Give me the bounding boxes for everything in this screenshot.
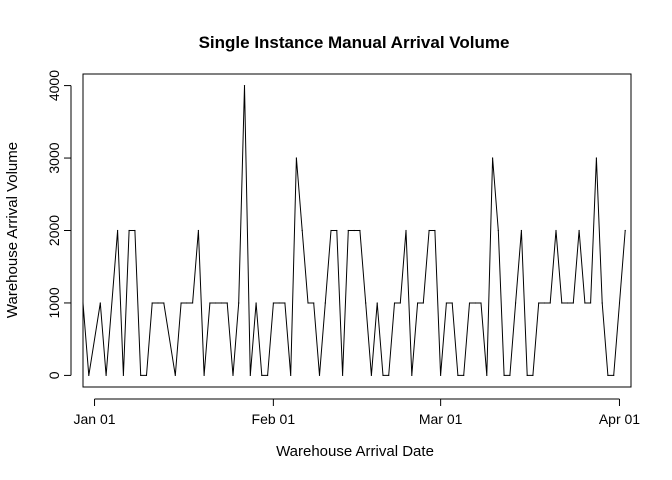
y-tick-label: 3000 — [46, 142, 62, 173]
x-tick-label: Apr 01 — [599, 411, 640, 427]
x-tick-label: Feb 01 — [252, 411, 296, 427]
series-line — [82, 85, 626, 376]
x-tick-label: Jan 01 — [74, 411, 116, 427]
x-axis-label: Warehouse Arrival Date — [276, 443, 434, 460]
x-tick-label: Mar 01 — [419, 411, 463, 427]
chart-title: Single Instance Manual Arrival Volume — [199, 33, 510, 52]
x-axis: Jan 01 Feb 01 Mar 01 Apr 01 — [74, 398, 640, 427]
y-axis: 0 1000 2000 3000 4000 — [46, 70, 72, 379]
y-tick-label: 1000 — [46, 287, 62, 318]
y-axis-label: Warehouse Arrival Volume — [4, 142, 21, 318]
y-tick-label: 0 — [46, 371, 62, 379]
y-tick-label: 2000 — [46, 215, 62, 246]
y-tick-label: 4000 — [46, 70, 62, 101]
plot-frame — [82, 73, 632, 388]
